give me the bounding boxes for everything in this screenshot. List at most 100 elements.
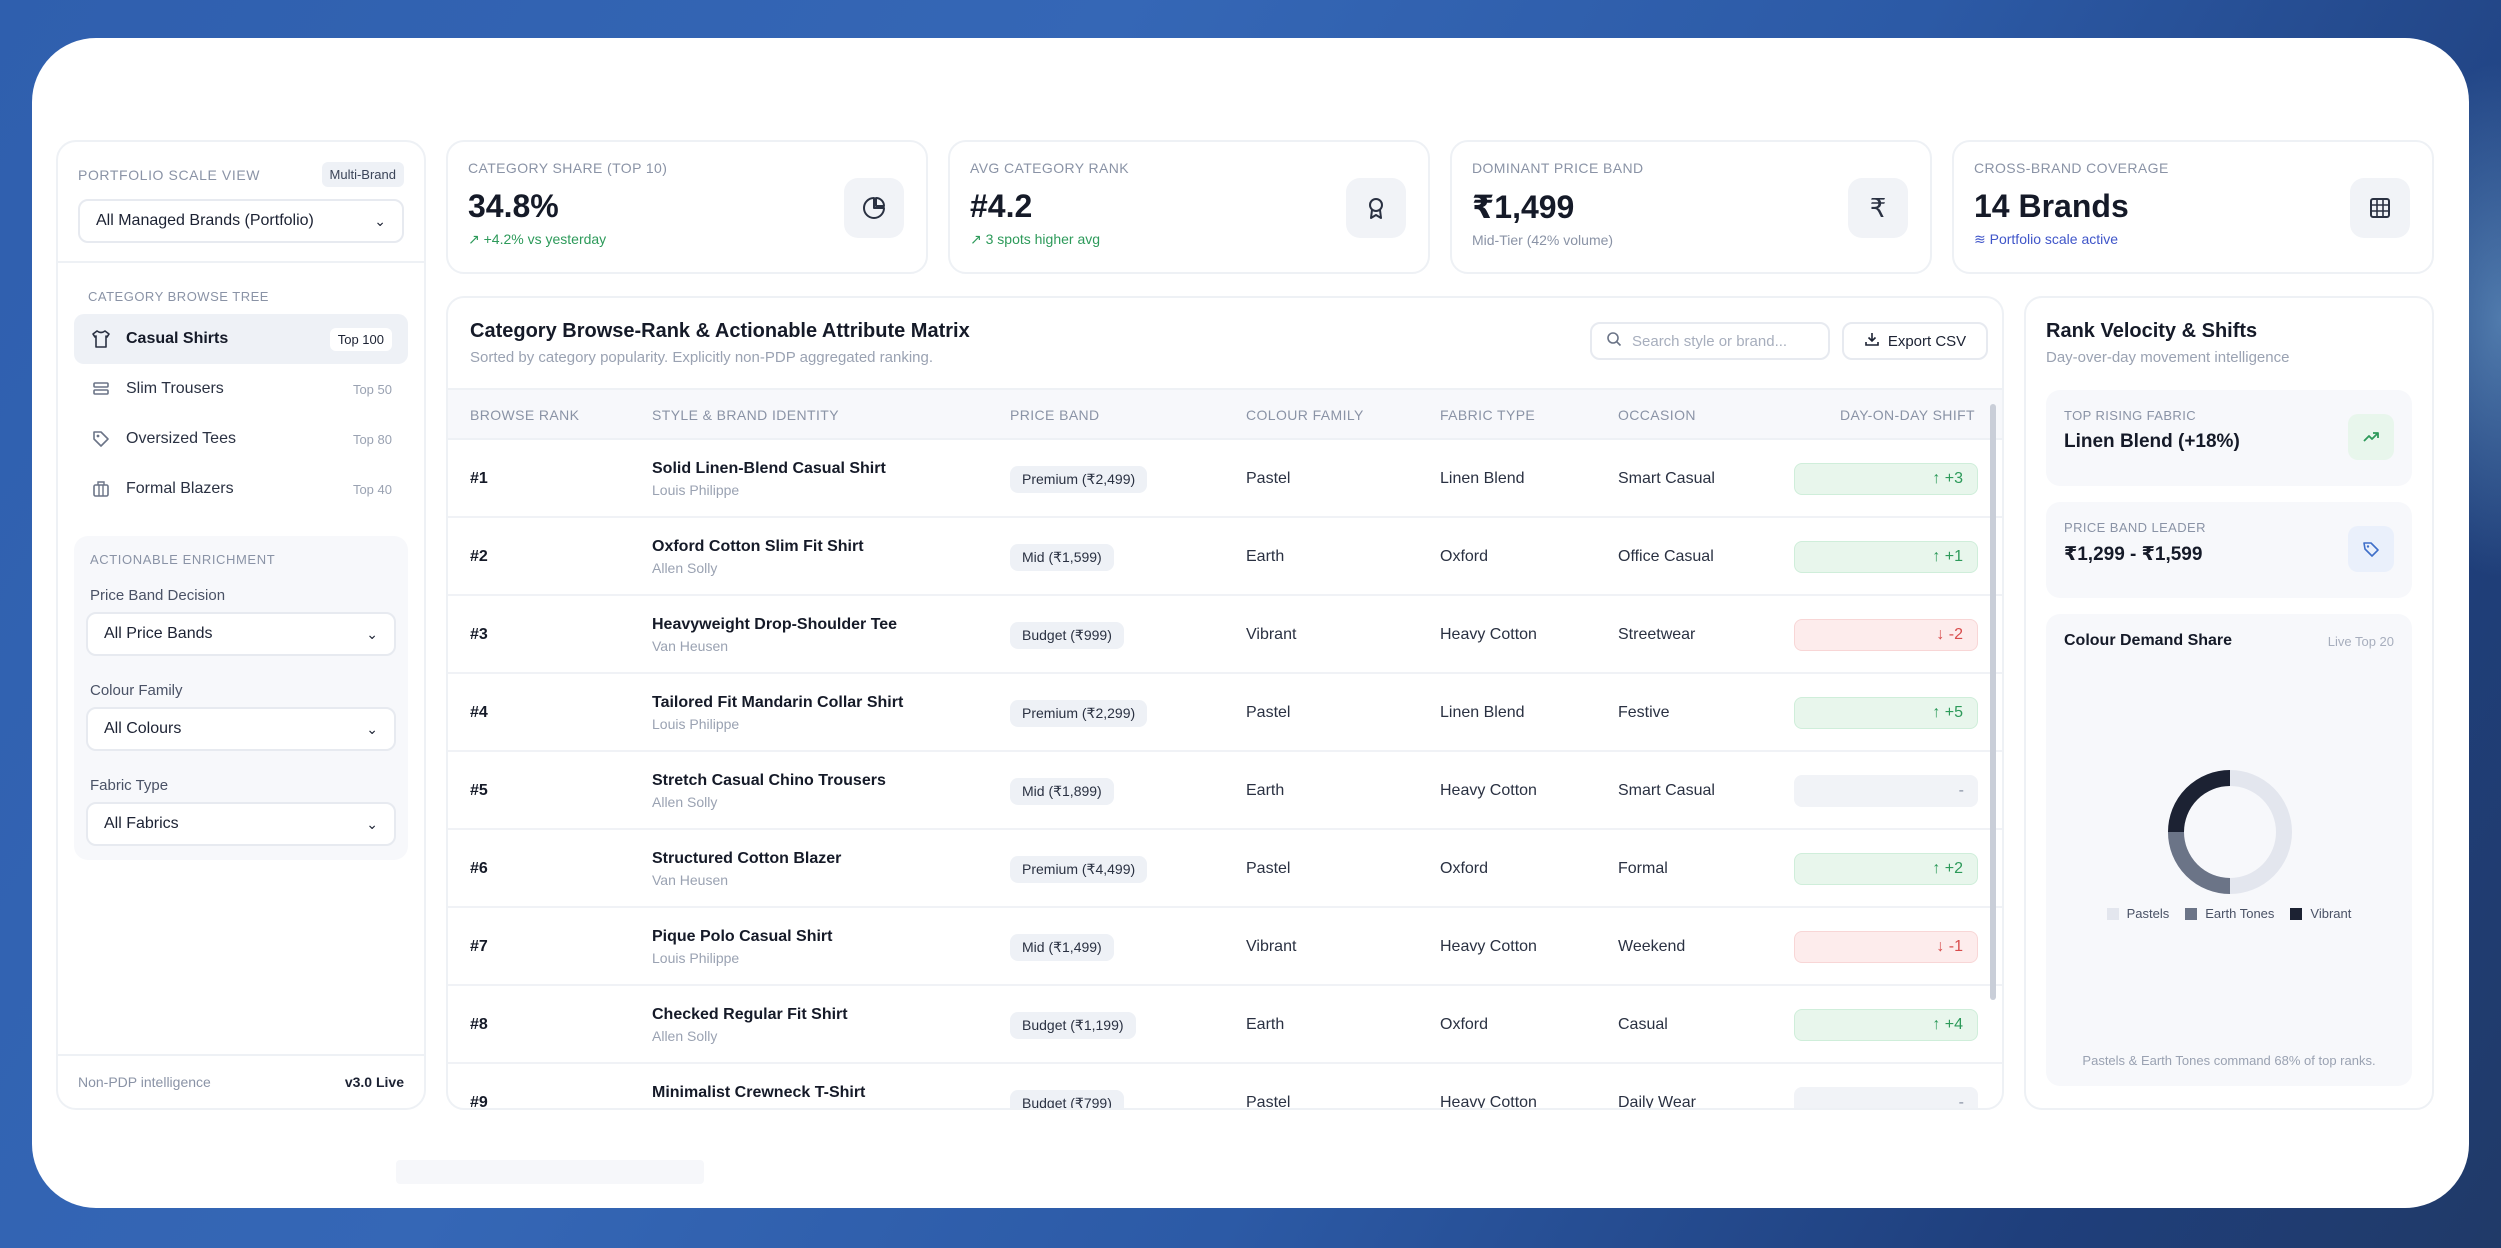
tree-item-label: Slim Trousers (126, 380, 224, 397)
chevron-down-icon: ⌄ (366, 625, 378, 642)
column-header-rank[interactable]: BROWSE RANK (470, 407, 580, 423)
column-header-occasion[interactable]: OCCASION (1618, 407, 1696, 423)
table-header: BROWSE RANK STYLE & BRAND IDENTITY PRICE… (448, 388, 2002, 440)
kpi-card-price-band: DOMINANT PRICE BAND ₹1,499 Mid-Tier (42%… (1450, 140, 1932, 274)
table-row[interactable]: #6 Structured Cotton Blazer Van Heusen Prem… (448, 830, 2002, 908)
price-cell: Budget (₹1,199) (1010, 986, 1136, 1064)
column-header-style[interactable]: STYLE & BRAND IDENTITY (652, 407, 839, 423)
shift-badge: - (1794, 775, 1978, 807)
table-row[interactable]: #5 Stretch Casual Chino Trousers Allen Sol… (448, 752, 2002, 830)
table-row[interactable]: #8 Checked Regular Fit Shirt Allen Solly Bu… (448, 986, 2002, 1064)
tree-item-slim-trousers[interactable]: Slim Trousers Top 50 (74, 364, 408, 414)
export-csv-button[interactable]: Export CSV (1842, 322, 1988, 360)
occasion-cell: Casual (1618, 1016, 1668, 1033)
rupee-icon: ₹ (1848, 178, 1908, 238)
kpi-value: #4.2 (970, 188, 1033, 224)
kpi-note: Mid-Tier (42% volume) (1472, 232, 1614, 248)
colour-cell: Earth (1246, 782, 1285, 799)
fabric-cell: Heavy Cotton (1440, 1094, 1537, 1110)
price-band-chip: Budget (₹799) (1010, 1089, 1124, 1108)
price-band-select[interactable]: All Price Bands ⌄ (86, 612, 396, 656)
rank-cell: #2 (470, 548, 488, 565)
faded-bar (396, 1160, 704, 1184)
brand-name: Van Heusen (652, 638, 729, 654)
shift-badge: ↑ +2 (1794, 853, 1978, 885)
table-row[interactable]: #7 Pique Polo Casual Shirt Louis Philippe M… (448, 908, 2002, 986)
layers-icon (90, 378, 112, 400)
colour-family-label: Colour Family (90, 682, 183, 699)
price-band-chip: Mid (₹1,499) (1010, 933, 1114, 961)
colour-cell: Earth (1246, 1016, 1285, 1033)
kpi-card-coverage: CROSS-BRAND COVERAGE 14 Brands ≋ Portfol… (1952, 140, 2434, 274)
search-icon (1606, 331, 1622, 352)
brand-name: Louis Philippe (652, 482, 740, 498)
legend-label: Pastels (2126, 906, 2170, 921)
export-label: Export CSV (1887, 332, 1967, 350)
rank-cell: #9 (470, 1094, 488, 1110)
donut-legend: Pastels Earth Tones Vibrant (2046, 906, 2412, 921)
price-band-chip: Budget (₹1,199) (1010, 1011, 1136, 1039)
award-icon (1346, 178, 1406, 238)
column-header-price[interactable]: PRICE BAND (1010, 407, 1100, 423)
brand-select[interactable]: All Managed Brands (Portfolio) ⌄ (78, 199, 404, 243)
chevron-down-icon: ⌄ (374, 212, 386, 229)
table-row[interactable]: #3 Heavyweight Drop-Shoulder Tee Van Heuse… (448, 596, 2002, 674)
sidebar: PORTFOLIO SCALE VIEW Multi-Brand All Man… (56, 140, 426, 1110)
divider (58, 261, 424, 263)
tree-item-oversized-tees[interactable]: Oversized Tees Top 80 (74, 414, 408, 464)
column-header-colour[interactable]: COLOUR FAMILY (1246, 407, 1364, 423)
colour-family-select[interactable]: All Colours ⌄ (86, 707, 396, 751)
fabric-type-select[interactable]: All Fabrics ⌄ (86, 802, 396, 846)
occasion-cell: Office Casual (1618, 548, 1714, 565)
column-header-shift[interactable]: DAY-ON-DAY SHIFT (1840, 407, 1976, 423)
legend-item-pastels: Pastels (2106, 906, 2170, 921)
table-scrollbar[interactable] (1990, 404, 1996, 1000)
tag-icon (2348, 526, 2394, 572)
tree-item-casual-shirts[interactable]: Casual Shirts Top 100 (74, 314, 408, 364)
tree-item-formal-blazers[interactable]: Formal Blazers Top 40 (74, 464, 408, 514)
kpi-label: CROSS-BRAND COVERAGE (1974, 160, 2169, 176)
price-band-chip: Mid (₹1,899) (1010, 777, 1114, 805)
grid-icon (2350, 178, 2410, 238)
rank-cell: #5 (470, 782, 488, 799)
fabric-cell: Heavy Cotton (1440, 782, 1537, 799)
column-header-fabric[interactable]: FABRIC TYPE (1440, 407, 1536, 423)
colour-cell: Vibrant (1246, 938, 1297, 955)
style-name: Heavyweight Drop-Shoulder Tee (652, 616, 898, 633)
table-row[interactable]: #4 Tailored Fit Mandarin Collar Shirt Loui… (448, 674, 2002, 752)
search-input[interactable]: Search style or brand... (1590, 322, 1830, 360)
shift-badge: ↓ -2 (1794, 619, 1978, 651)
kpi-delta: ↗ 3 spots higher avg (970, 231, 1101, 247)
fabric-cell: Heavy Cotton (1440, 626, 1537, 643)
tree-item-count: Top 50 (352, 381, 392, 397)
style-cell: Pique Polo Casual Shirt Louis Philippe (652, 908, 832, 986)
style-name: Oxford Cotton Slim Fit Shirt (652, 538, 864, 555)
shift-badge: ↑ +3 (1794, 463, 1978, 495)
table-row[interactable]: #9 Minimalist Crewneck T-Shirt Louis Phili… (448, 1064, 2002, 1110)
style-name: Pique Polo Casual Shirt (652, 928, 833, 945)
legend-label: Earth Tones (2205, 906, 2275, 921)
fabric-cell: Oxford (1440, 860, 1489, 877)
shirt-icon (90, 328, 112, 350)
brand-name: Van Heusen (652, 872, 729, 888)
donut-title: Colour Demand Share (2064, 632, 2233, 649)
price-cell: Budget (₹799) (1010, 1064, 1124, 1108)
table-row[interactable]: #1 Solid Linen-Blend Casual Shirt Louis Ph… (448, 440, 2002, 518)
tree-item-label: Formal Blazers (126, 480, 234, 497)
brand-name: Allen Solly (652, 1028, 718, 1044)
card-label: PRICE BAND LEADER (2064, 520, 2206, 535)
price-band-label: Price Band Decision (90, 587, 226, 604)
rank-cell: #8 (470, 1016, 488, 1033)
colour-cell: Pastel (1246, 1094, 1291, 1110)
card-label: TOP RISING FABRIC (2064, 408, 2197, 423)
shift-badge: - (1794, 1087, 1978, 1108)
card-value: ₹1,299 - ₹1,599 (2064, 544, 2203, 565)
kpi-card-category-share: CATEGORY SHARE (TOP 10) 34.8% ↗ +4.2% vs… (446, 140, 928, 274)
attribute-matrix: Category Browse-Rank & Actionable Attrib… (446, 296, 2004, 1110)
style-name: Solid Linen-Blend Casual Shirt (652, 460, 886, 477)
shift-badge: ↑ +1 (1794, 541, 1978, 573)
tag-icon (90, 428, 112, 450)
style-cell: Minimalist Crewneck T-Shirt Louis Philipp… (652, 1064, 865, 1108)
colour-cell: Pastel (1246, 860, 1291, 877)
table-row[interactable]: #2 Oxford Cotton Slim Fit Shirt Allen Soll… (448, 518, 2002, 596)
